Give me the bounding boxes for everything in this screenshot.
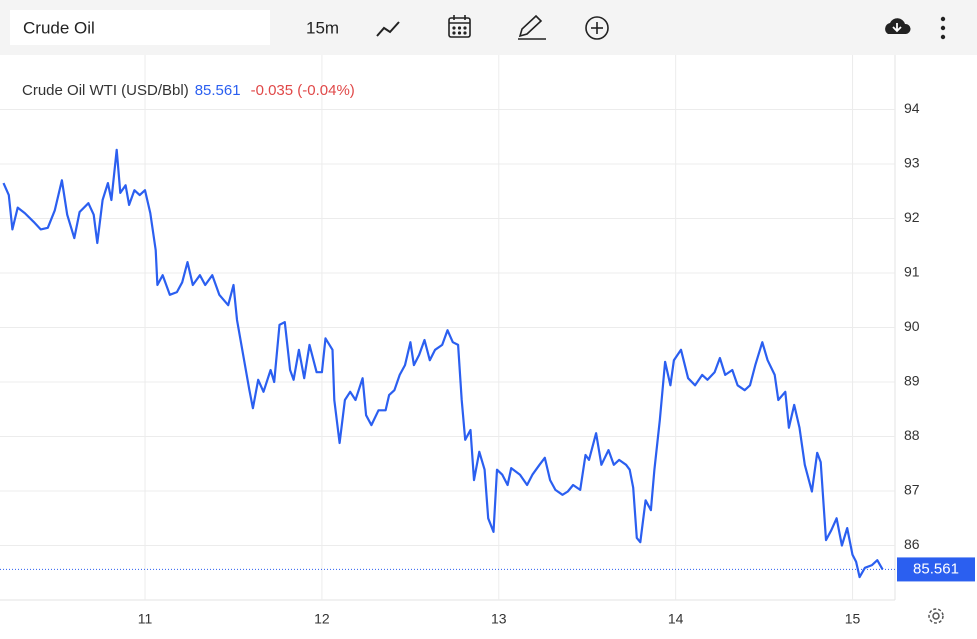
last-price-label: 85.561 (913, 560, 959, 577)
plot: 86 87 88 89 90 91 92 93 94 11 12 13 14 15 85.561 (0, 55, 975, 627)
add-icon[interactable] (585, 16, 609, 40)
menu-icon[interactable] (940, 16, 946, 40)
y-tick-label: 92 (904, 209, 920, 225)
x-tick-label: 11 (138, 611, 153, 627)
y-tick-label: 94 (904, 100, 920, 116)
interval-button[interactable]: 15m (306, 18, 339, 37)
x-tick-label: 13 (491, 611, 507, 627)
x-tick-label: 12 (314, 611, 330, 627)
draw-icon[interactable] (518, 14, 546, 40)
line-type-icon[interactable] (376, 21, 400, 37)
x-tick-label: 14 (668, 611, 684, 627)
legend-value: 85.561 (195, 82, 241, 99)
last-price-box (897, 557, 975, 582)
y-tick-label: 93 (904, 155, 920, 171)
search-text: Crude Oil (23, 18, 95, 37)
legend-title: Crude Oil WTI (USD/Bbl) (22, 82, 189, 99)
y-tick-label: 88 (904, 427, 920, 443)
settings-icon[interactable] (928, 608, 944, 624)
legend-change: -0.035 (-0.04%) (251, 82, 355, 99)
legend: Crude Oil WTI (USD/Bbl) 85.561 -0.035 (-0.… (22, 82, 355, 99)
y-tick-label: 90 (904, 318, 920, 334)
y-tick-label: 87 (904, 482, 920, 498)
y-tick-label: 91 (904, 264, 920, 280)
calendar-icon[interactable] (448, 15, 471, 38)
search-box[interactable] (10, 10, 270, 45)
download-icon[interactable] (885, 18, 911, 34)
y-tick-label: 86 (904, 536, 920, 552)
y-tick-label: 89 (904, 373, 920, 389)
x-tick-label: 15 (845, 611, 861, 627)
price-line (2, 148, 884, 579)
